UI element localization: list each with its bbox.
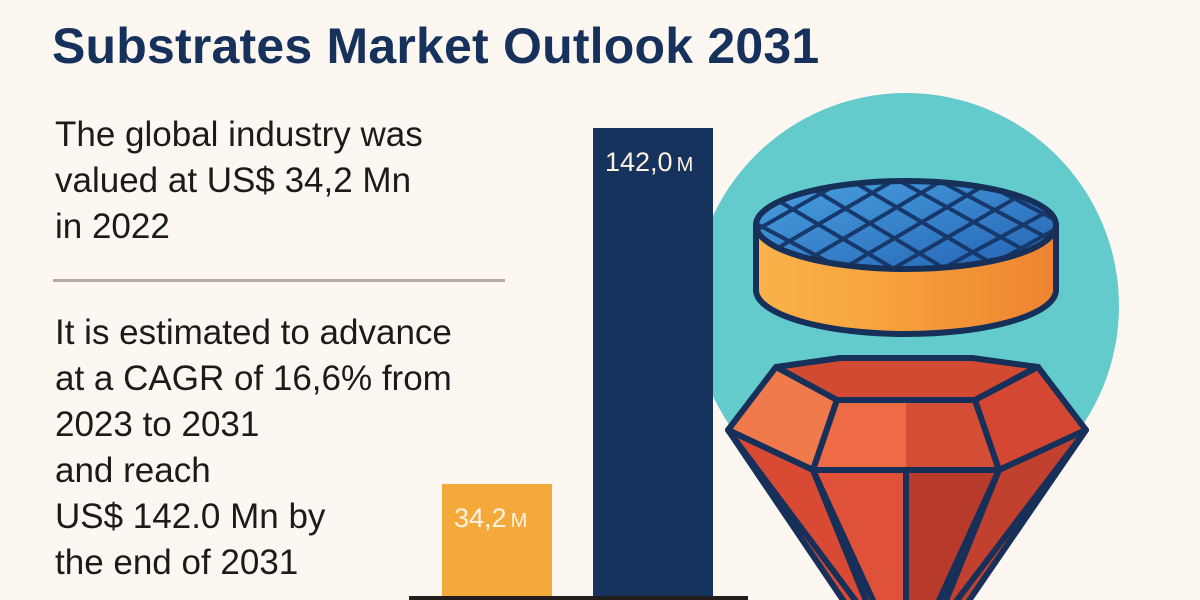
valuation-line: in 2022 — [55, 207, 170, 246]
valuation-line: valued at US$ 34,2 Mn — [55, 161, 412, 200]
gem-icon — [725, 355, 1089, 600]
forecast-line: 2023 to 2031 — [55, 405, 260, 444]
section-divider — [53, 279, 505, 282]
bar-unit: M — [510, 510, 528, 533]
forecast-text: It is estimated to advance at a CAGR of … — [55, 310, 515, 586]
chart-baseline — [409, 596, 748, 600]
forecast-line: US$ 142.0 Mn by — [55, 497, 326, 536]
substrate-illustration — [693, 93, 1119, 600]
bar-value-label-2022: 34,2 M — [454, 503, 527, 534]
bar-value: 142,0 — [605, 147, 673, 177]
bar-2031 — [593, 128, 713, 597]
forecast-line: at a CAGR of 16,6% from — [55, 359, 452, 398]
bar-value-label-2031: 142,0 M — [605, 147, 693, 178]
forecast-line: It is estimated to advance — [55, 313, 452, 352]
cropped-title-line — [60, 0, 990, 6]
bar-2022 — [442, 484, 552, 597]
page-title: Substrates Market Outlook 2031 — [52, 18, 820, 74]
wafer-icon — [753, 178, 1059, 337]
valuation-line: The global industry was — [55, 115, 423, 154]
bar-unit: M — [676, 154, 694, 176]
forecast-line: the end of 2031 — [55, 543, 299, 582]
bar-value: 34,2 — [454, 503, 507, 534]
forecast-line: and reach — [55, 451, 211, 490]
valuation-text: The global industry was valued at US$ 34… — [55, 112, 515, 250]
